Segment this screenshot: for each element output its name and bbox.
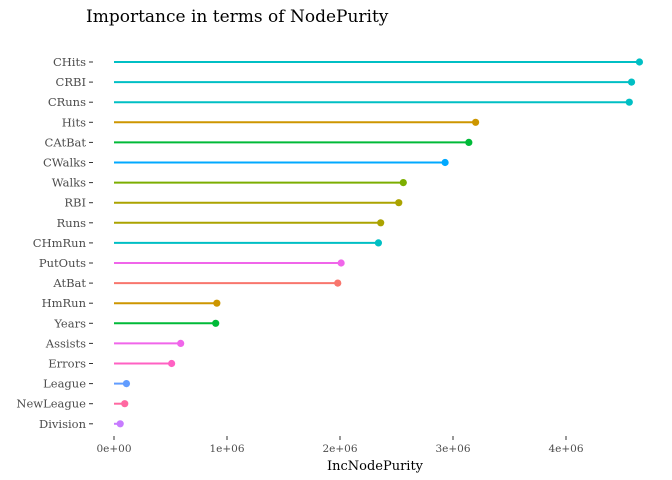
x-axis: 0e+00 1e+06 2e+06 3e+06 4e+06 [96, 436, 584, 455]
y-axis: CHits CRBI CRuns Hits CAtBat CWalks Walks RBI Ru… [16, 55, 93, 431]
y-tick-label-atbat: AtBat [52, 276, 86, 290]
point-hits [472, 118, 480, 126]
y-tick-label-errors: Errors [48, 357, 86, 371]
y-tick-label-hmrun: HmRun [42, 296, 87, 310]
y-tick-label-cwalks: CWalks [43, 156, 86, 170]
y-tick-label-league: League [43, 377, 86, 391]
y-tick-label-walks: Walks [52, 176, 86, 190]
y-tick-label-catbat: CAtBat [45, 135, 87, 149]
y-tick-label-years: Years [53, 316, 86, 330]
x-tick-label-4: 4e+06 [548, 443, 583, 455]
point-catbat [465, 138, 473, 146]
point-rbi [395, 199, 403, 207]
point-years [212, 319, 220, 327]
y-tick-label-runs: Runs [57, 216, 86, 230]
point-league [122, 380, 131, 388]
point-cwalks [441, 158, 449, 167]
point-hmrun [213, 299, 221, 307]
y-tick-label-putouts: PutOuts [39, 256, 86, 270]
y-tick-label-rbi: RBI [64, 196, 86, 210]
y-tick-label-newleague: NewLeague [16, 397, 86, 411]
point-newleague [121, 400, 129, 408]
x-tick-label-2: 2e+06 [322, 443, 357, 455]
x-tick-label-1: 1e+06 [209, 443, 244, 455]
y-tick-label-crbi: CRBI [56, 75, 86, 89]
y-tick-label-cruns: CRuns [48, 95, 86, 109]
y-tick-label-assists: Assists [45, 336, 86, 350]
x-tick-label-0: 0e+00 [96, 443, 131, 455]
point-putouts [337, 259, 345, 267]
point-walks [399, 179, 407, 187]
point-atbat [334, 279, 342, 287]
point-chmrun [374, 239, 383, 247]
y-tick-label-chmrun: CHmRun [33, 236, 87, 250]
y-tick-label-division: Division [39, 417, 87, 431]
y-tick-label-hits: Hits [62, 115, 86, 129]
point-chits [635, 58, 644, 66]
point-division [116, 420, 124, 428]
point-errors [168, 359, 176, 368]
chart-title: Importance in terms of NodePurity [86, 7, 389, 27]
plot-area [114, 58, 644, 428]
x-tick-label-3: 3e+06 [435, 443, 470, 455]
point-crbi [627, 78, 636, 86]
y-tick-label-chits: CHits [53, 55, 86, 69]
x-axis-label: IncNodePurity [327, 459, 424, 474]
point-cruns [625, 98, 633, 106]
point-assists [177, 339, 185, 347]
point-runs [377, 219, 385, 227]
